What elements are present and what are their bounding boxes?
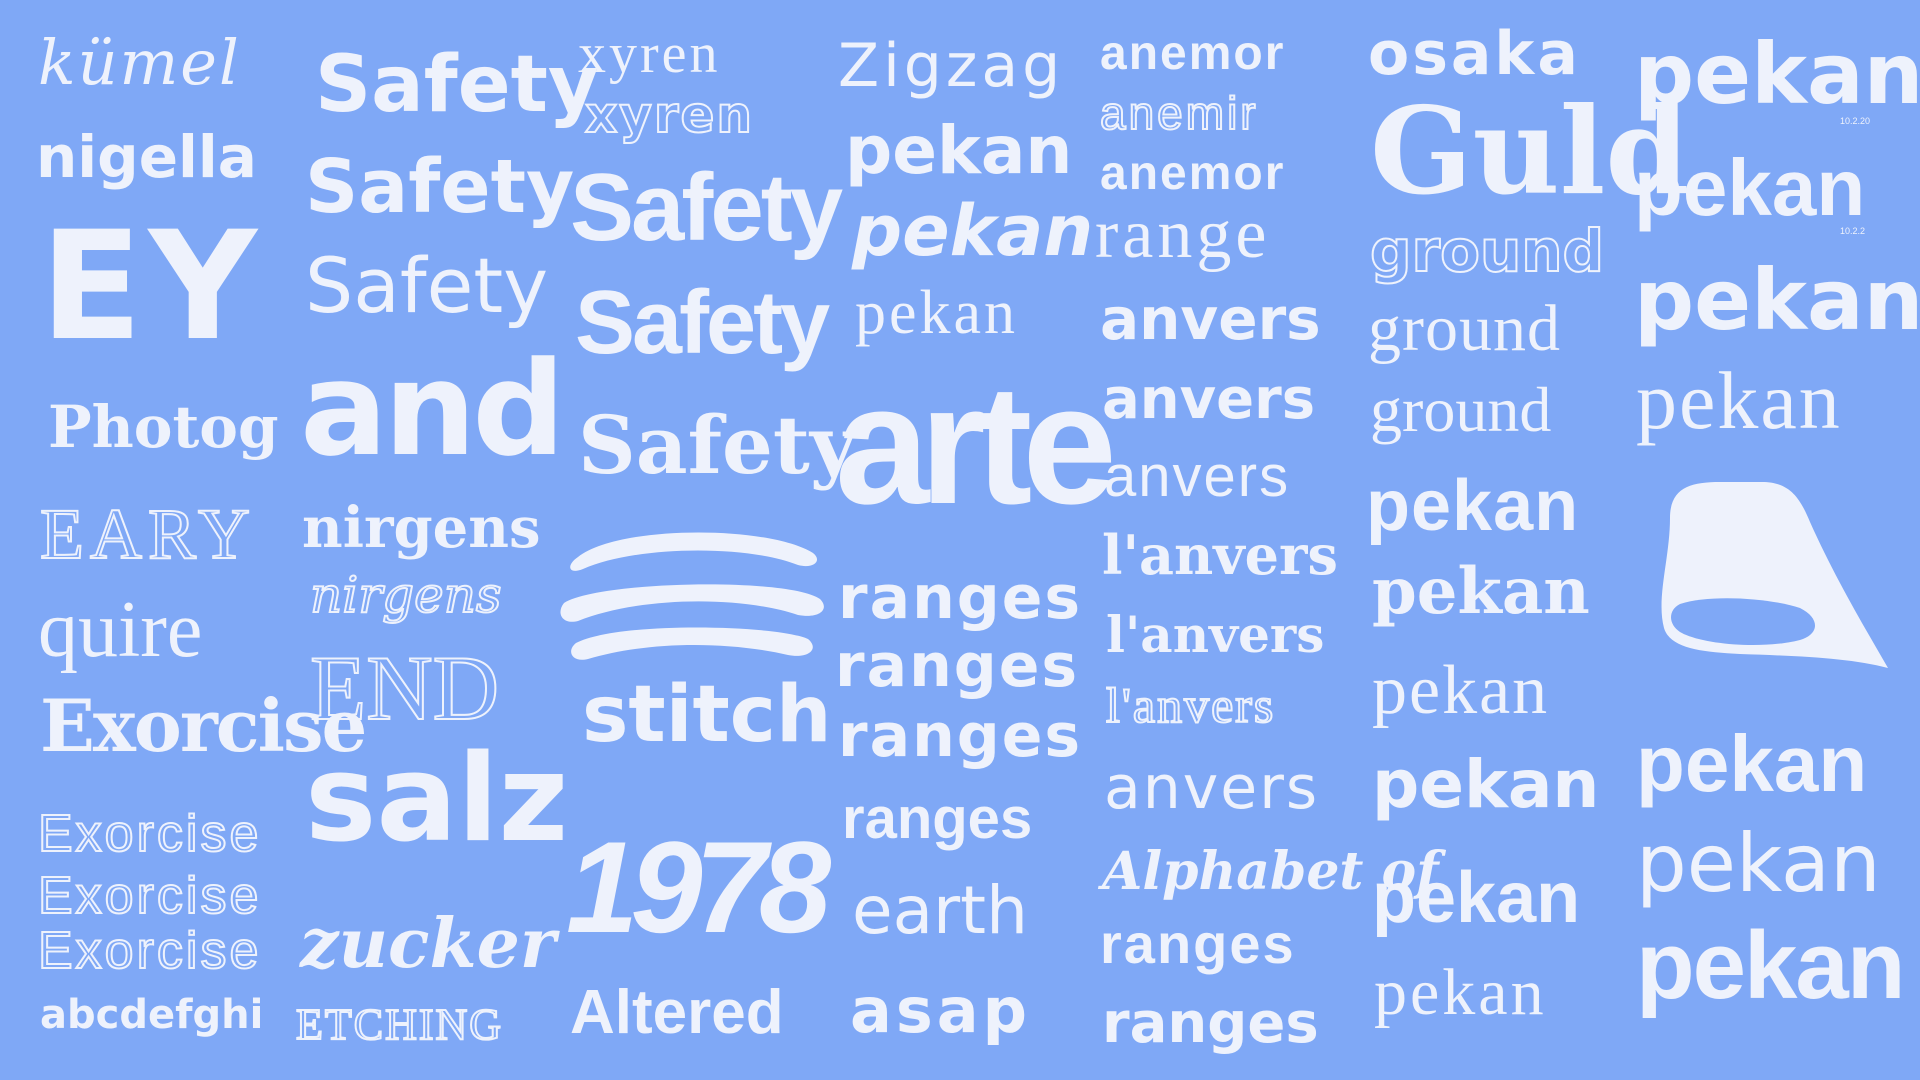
word-nirgens-1: nirgens — [302, 495, 541, 561]
word-pekan-15: pekan — [1636, 817, 1881, 910]
word-eary: EARY — [39, 494, 257, 574]
word-pekan-8: pekan — [1372, 858, 1581, 938]
word-exorcise-outline-3: Exorcise — [37, 922, 262, 980]
stripes-shape — [560, 532, 824, 660]
word-pekan-14: pekan — [1636, 719, 1868, 808]
word-altered: Altered — [570, 978, 784, 1047]
word-1978: 1978 — [566, 814, 831, 960]
word-pekan-2: pekan — [852, 190, 1094, 272]
word-end: END — [309, 637, 500, 739]
word-pekan-3: pekan — [855, 279, 1019, 347]
word-osaka: osaka — [1368, 19, 1581, 89]
word-ranges-5: ranges — [1100, 912, 1296, 975]
word-safety-3: Safety — [305, 241, 549, 330]
word-pekan-11: pekan — [1634, 143, 1866, 232]
word-safety-6: Safety — [578, 398, 857, 492]
word-lanvers-3: l'anvers — [1105, 677, 1276, 733]
word-pekan-12: pekan — [1634, 251, 1920, 349]
word-pekan-6: pekan — [1372, 652, 1550, 729]
word-zucker: zucker — [300, 904, 556, 984]
word-safety-4: Safety — [570, 154, 843, 261]
word-pekan-5: pekan — [1372, 554, 1590, 629]
word-pekan-4: pekan — [1366, 466, 1580, 546]
word-anemor-1: anemor — [1100, 27, 1286, 80]
word-pekan-9: pekan — [1374, 956, 1547, 1029]
word-exorcise-outline-1: Exorcise — [37, 805, 262, 863]
word-exorcise-heavy: Exorcise — [40, 683, 367, 768]
word-ranges-6: ranges — [1102, 991, 1319, 1056]
word-earth: earth — [852, 872, 1028, 949]
word-lanvers-2: l'anvers — [1106, 605, 1325, 664]
word-range: range — [1095, 196, 1271, 273]
word-safety-2: Safety — [305, 144, 575, 230]
word-safety-1: Safety — [315, 40, 599, 130]
word-ground-2: ground — [1368, 292, 1561, 365]
word-safety-5: Safety — [575, 273, 830, 373]
word-nirgens-2: nirgens — [309, 566, 503, 624]
word-pekan-1: pekan — [845, 112, 1073, 189]
word-zigzag: Zigzag — [838, 31, 1065, 101]
word-xyren-1: xyren — [578, 23, 721, 85]
word-ey: EY — [40, 200, 264, 374]
triangle-fold-shape — [1661, 482, 1888, 668]
word-alphabet-of: Alphabet of — [1102, 841, 1439, 902]
word-ground-3: ground — [1370, 374, 1552, 445]
word-ranges-4: ranges — [842, 786, 1033, 851]
word-lanvers-1: l'anvers — [1102, 523, 1338, 587]
word-ground-1: ground — [1369, 217, 1605, 285]
word-kumel: kümel — [38, 26, 241, 99]
word-anvers-3: anvers — [1104, 444, 1291, 509]
word-stitch: stitch — [582, 670, 832, 760]
word-quire: quire — [38, 586, 203, 674]
word-pekan-16: pekan — [1636, 912, 1905, 1019]
word-asap: asap — [850, 974, 1031, 1047]
word-ranges-3: ranges — [838, 701, 1083, 771]
word-guld: Guld — [1370, 81, 1690, 222]
word-anvers-2: anvers — [1102, 367, 1316, 432]
word-ranges-1: ranges — [838, 563, 1083, 633]
word-anvers-1: anvers — [1100, 285, 1321, 353]
word-nigella: nigella — [36, 123, 257, 191]
word-pekan-7: pekan — [1372, 746, 1600, 823]
word-alphabet: abcdefghi — [40, 992, 264, 1038]
word-etching: ETCHING — [295, 1000, 504, 1049]
word-pekan-13: pekan — [1636, 355, 1842, 446]
date-label-2: 10.2.2 — [1840, 226, 1866, 236]
date-label-1: 10.2.20 — [1840, 116, 1871, 126]
word-exorcise-outline-2: Exorcise — [37, 867, 262, 925]
word-pekan-10: pekan — [1634, 25, 1920, 123]
word-salz: salz — [305, 730, 569, 869]
word-arte: arte — [835, 350, 1117, 540]
word-ranges-2: ranges — [835, 631, 1080, 701]
word-anemor-2: anemir — [1099, 87, 1259, 139]
word-anvers-4: anvers — [1104, 753, 1320, 823]
word-and: and — [300, 333, 565, 485]
word-xyren-2: xyren — [584, 86, 755, 144]
word-photog: Photog — [48, 393, 279, 461]
word-anemor-3: anemor — [1100, 147, 1286, 200]
